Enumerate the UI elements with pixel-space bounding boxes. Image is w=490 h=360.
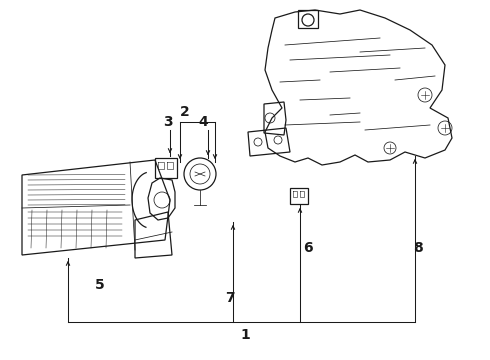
Text: 6: 6 (303, 241, 313, 255)
Text: 7: 7 (225, 291, 235, 305)
Text: 1: 1 (240, 328, 250, 342)
Text: 3: 3 (163, 115, 173, 129)
Bar (155, 158, 177, 178)
Text: 8: 8 (413, 241, 423, 255)
Text: 5: 5 (95, 278, 105, 292)
Bar (290, 188, 308, 204)
Text: 4: 4 (198, 115, 208, 129)
Text: 2: 2 (180, 105, 190, 119)
